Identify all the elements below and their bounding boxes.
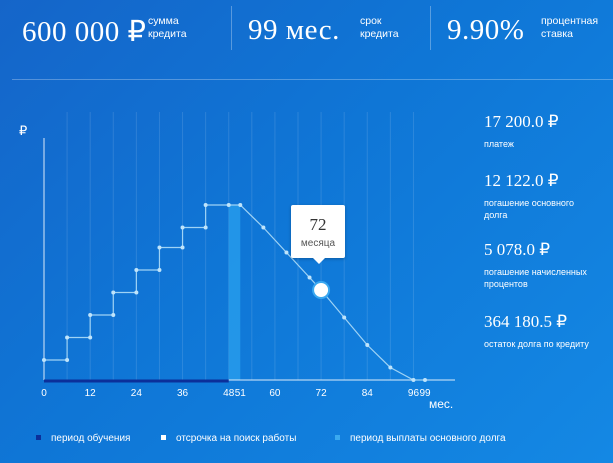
- data-point: [411, 378, 416, 382]
- month-tooltip: 72 месяца: [291, 205, 345, 264]
- legend-repayment-label: период выплаты основного долга: [350, 433, 506, 444]
- loan-term-value: 99 мес.: [248, 14, 340, 46]
- data-point: [238, 203, 243, 207]
- data-point: [307, 275, 312, 280]
- data-point: [203, 225, 208, 230]
- deferral-period-band: [228, 205, 241, 380]
- legend-deferral: отсрочка на поиск работы: [161, 433, 296, 444]
- loan-amount-label: сумма кредита: [148, 15, 187, 40]
- payment-value: 17 200.0 ₽: [484, 112, 559, 131]
- x-tick-label: 60: [269, 388, 281, 399]
- balance-value: 364 180.5 ₽: [484, 312, 568, 331]
- x-tick-label: 36: [177, 388, 189, 399]
- balance-caption: остаток долга по кредиту: [484, 339, 589, 349]
- x-tick-label: 12: [85, 388, 97, 399]
- x-tick-label: 48: [223, 388, 235, 399]
- interest-value: 5 078.0 ₽: [484, 240, 551, 259]
- data-point: [284, 250, 289, 255]
- legend-study: период обучения: [36, 433, 130, 444]
- data-point: [134, 290, 139, 295]
- legend-deferral-label: отсрочка на поиск работы: [176, 433, 297, 444]
- x-tick-label: 72: [316, 388, 328, 399]
- data-point: [388, 365, 393, 370]
- principal-caption: погашение основного долга: [484, 198, 575, 220]
- legend-study-swatch: [36, 434, 41, 440]
- data-point: [157, 268, 162, 272]
- data-point: [42, 358, 46, 362]
- balance-info: 364 180.5 ₽ остаток долга по кредиту: [484, 312, 594, 350]
- y-axis-label: ₽: [19, 123, 27, 138]
- data-point: [423, 378, 427, 382]
- principal-value: 12 122.0 ₽: [484, 171, 559, 190]
- loan-term-label: срок кредита: [360, 15, 399, 40]
- legend-repayment-swatch: [335, 434, 340, 440]
- x-axis-label: мес.: [429, 397, 453, 411]
- interest-caption: погашение начисленных процентов: [484, 267, 587, 289]
- data-point: [226, 203, 231, 207]
- legend-deferral-swatch: [161, 434, 166, 440]
- interest-rate-value: 9.90%: [447, 14, 525, 46]
- data-point: [261, 225, 266, 230]
- principal-info: 12 122.0 ₽ погашение основного долга: [484, 171, 594, 221]
- x-tick-labels: 0 12 24 36 48 51 60 72 84 96 99: [41, 388, 431, 399]
- x-tick-label: 24: [131, 388, 143, 399]
- data-point: [157, 245, 162, 250]
- payment-caption: платеж: [484, 139, 514, 149]
- data-point: [88, 335, 93, 340]
- data-point: [203, 203, 208, 207]
- series-line: [44, 204, 425, 381]
- data-point: [180, 245, 185, 250]
- legend-study-label: период обучения: [51, 433, 131, 444]
- x-tick-label: 99: [419, 388, 431, 399]
- x-tick-label: 51: [235, 388, 247, 399]
- data-point: [111, 290, 116, 295]
- data-point: [65, 358, 70, 362]
- loan-amount-value: 600 000 ₽: [22, 16, 147, 48]
- data-point: [365, 343, 370, 347]
- series-points: [42, 203, 427, 382]
- data-point: [180, 225, 185, 230]
- interest-rate-label: процентная ставка: [541, 15, 599, 40]
- stat-divider: [231, 6, 232, 50]
- selected-point-marker[interactable]: [312, 281, 331, 299]
- stat-divider: [430, 6, 431, 50]
- legend-repayment: период выплаты основного долга: [335, 433, 506, 444]
- data-point: [342, 315, 347, 320]
- x-tick-label: 84: [362, 388, 374, 399]
- data-point: [88, 313, 93, 317]
- header-divider: [12, 79, 613, 80]
- data-point: [134, 268, 139, 272]
- interest-info: 5 078.0 ₽ погашение начисленных проценто…: [484, 240, 594, 290]
- tooltip-unit: месяца: [300, 238, 336, 249]
- payment-info: 17 200.0 ₽ платеж: [484, 112, 594, 150]
- data-point: [65, 335, 70, 340]
- x-tick-label: 0: [41, 388, 47, 399]
- tooltip-value: 72: [309, 215, 327, 234]
- x-tick-label: 96: [408, 388, 420, 399]
- data-point: [111, 313, 116, 317]
